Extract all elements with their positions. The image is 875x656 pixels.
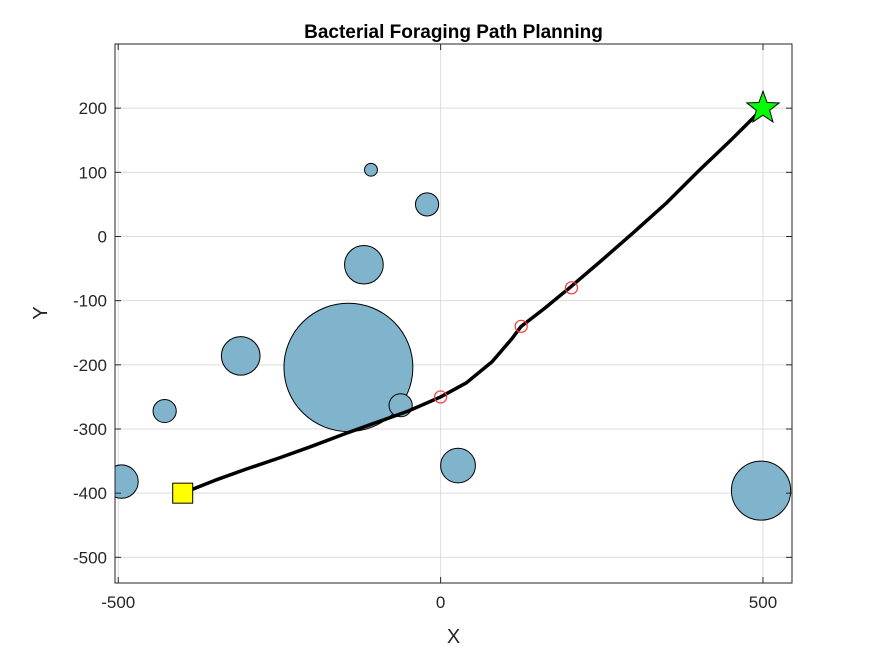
y-tick-label: 0 [98,228,107,247]
y-tick-label: -400 [73,484,107,503]
y-tick-label: -100 [73,292,107,311]
obstacle [730,460,792,521]
y-axis-label: Y [30,306,52,319]
plot-area [115,44,792,583]
axes-box [114,43,793,584]
waypoints [434,281,579,404]
obstacle [152,398,177,424]
path-line [180,106,765,495]
obstacle [364,162,378,177]
chart-title: Bacterial Foraging Path Planning [304,22,603,43]
obstacle [344,244,384,285]
goal-marker [745,89,781,124]
y-tick-label: -500 [73,548,107,567]
start-marker [172,482,194,504]
x-tick-label: -500 [101,593,135,612]
obstacle [414,192,440,217]
ticks [115,44,792,583]
x-tick-label: 0 [436,593,445,612]
tick-labels: -500 0 500 -500 -400 -300 -200 -100 0 100 200 [73,99,777,612]
y-tick-label: -300 [73,420,107,439]
grid [115,44,792,583]
y-tick-label: 100 [79,163,107,182]
waypoint-marker [434,390,448,404]
obstacle [440,447,476,484]
y-tick-label: 200 [79,99,107,118]
obstacle [220,336,261,376]
x-axis-label: X [447,626,460,648]
waypoint-marker [514,319,528,333]
obstacles [115,162,792,521]
waypoint-marker [564,281,579,295]
obstacle [115,464,139,499]
y-tick-label: -200 [73,356,107,375]
x-tick-label: 500 [749,593,777,612]
